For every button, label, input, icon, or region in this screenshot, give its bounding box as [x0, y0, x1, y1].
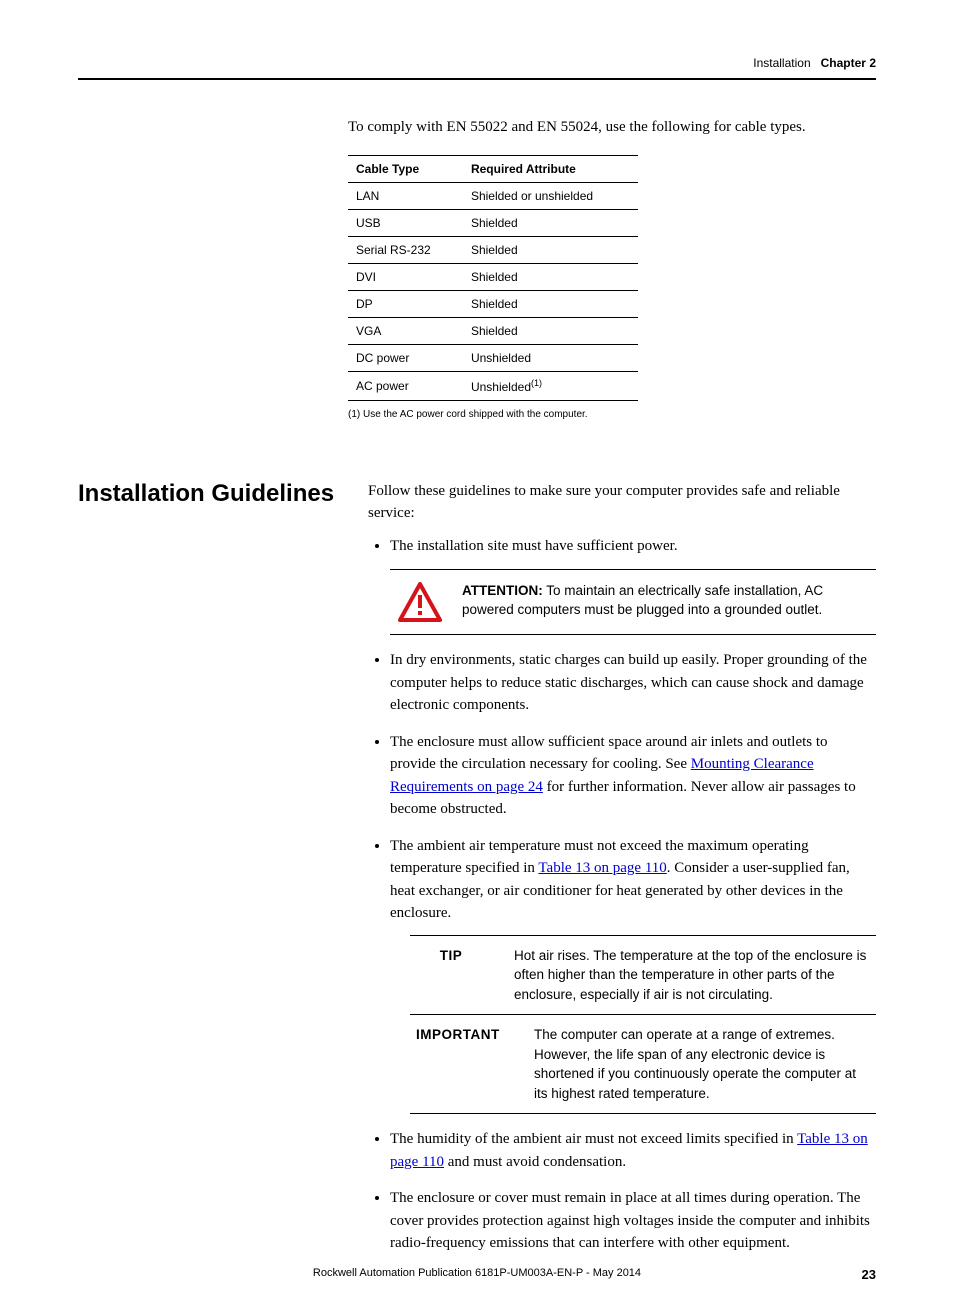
list-item: The humidity of the ambient air must not…: [390, 1128, 876, 1173]
table-row: USBShielded: [348, 209, 638, 236]
col-header-required-attr: Required Attribute: [463, 155, 638, 182]
publication-id: Rockwell Automation Publication 6181P-UM…: [313, 1267, 641, 1279]
section-heading: Installation Guidelines: [78, 480, 368, 508]
running-header: Installation Chapter 2: [78, 56, 876, 78]
important-callout: IMPORTANT The computer can operate at a …: [410, 1015, 876, 1114]
section-body: Follow these guidelines to make sure you…: [368, 480, 876, 1269]
attention-text: ATTENTION: To maintain an electrically s…: [462, 582, 868, 620]
page-number: 23: [862, 1267, 876, 1282]
col-header-cable-type: Cable Type: [348, 155, 463, 182]
table-row: DVIShielded: [348, 263, 638, 290]
intro-paragraph: To comply with EN 55022 and EN 55024, us…: [348, 116, 876, 139]
table-row: DC powerUnshielded: [348, 344, 638, 371]
header-section: Installation: [753, 56, 810, 70]
list-item: The enclosure must allow sufficient spac…: [390, 731, 876, 821]
attention-icon: [398, 582, 442, 622]
table-row: Serial RS-232Shielded: [348, 236, 638, 263]
cable-type-table: Cable Type Required Attribute LANShielde…: [348, 155, 638, 401]
table-row: AC powerUnshielded(1): [348, 371, 638, 400]
list-item: The enclosure or cover must remain in pl…: [390, 1187, 876, 1255]
page-footer: Rockwell Automation Publication 6181P-UM…: [78, 1267, 876, 1279]
list-item: In dry environments, static charges can …: [390, 649, 876, 717]
important-text: The computer can operate at a range of e…: [534, 1025, 870, 1103]
header-chapter: Chapter 2: [821, 56, 876, 70]
tip-label: TIP: [416, 946, 486, 966]
lead-paragraph: Follow these guidelines to make sure you…: [368, 480, 876, 525]
guidelines-list: The installation site must have sufficie…: [368, 535, 876, 1255]
list-item: The installation site must have sufficie…: [390, 535, 876, 636]
list-item: The ambient air temperature must not exc…: [390, 835, 876, 1115]
table-row: VGAShielded: [348, 317, 638, 344]
tip-text: Hot air rises. The temperature at the to…: [514, 946, 870, 1005]
table13-link[interactable]: Table 13 on page 110: [538, 860, 666, 876]
table-row: LANShielded or unshielded: [348, 182, 638, 209]
table-row: DPShielded: [348, 290, 638, 317]
important-label: IMPORTANT: [416, 1025, 506, 1045]
header-rule: [78, 78, 876, 80]
tip-callout: TIP Hot air rises. The temperature at th…: [410, 935, 876, 1016]
table-footnote: (1) Use the AC power cord shipped with t…: [348, 409, 876, 420]
attention-callout: ATTENTION: To maintain an electrically s…: [390, 569, 876, 635]
